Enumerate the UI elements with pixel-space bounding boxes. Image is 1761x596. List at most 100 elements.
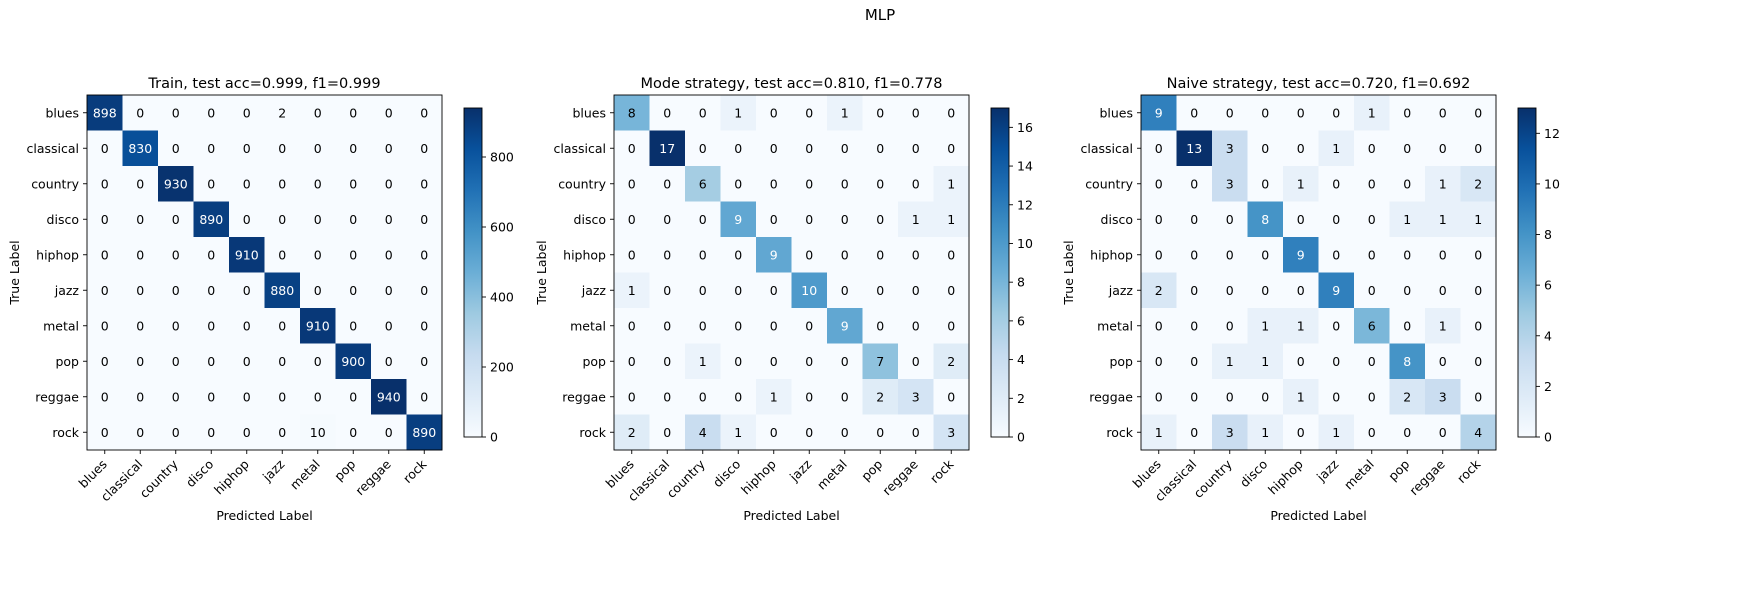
heatmap-cell: [1283, 201, 1319, 238]
heatmap-cell: [1318, 379, 1355, 415]
heatmap-cell: [300, 95, 336, 131]
heatmap-cell: [720, 343, 757, 380]
cell-value-label: 0: [628, 389, 636, 404]
heatmap-cell: [193, 272, 230, 309]
heatmap-cell: [300, 414, 336, 451]
heatmap-cell: [158, 166, 194, 202]
heatmap-cell: [1176, 237, 1213, 273]
cell-value-label: 0: [1261, 283, 1269, 298]
cell-value-label: 0: [734, 354, 742, 369]
heatmap-cell: [1212, 343, 1248, 380]
heatmap-cell: [300, 343, 336, 380]
heatmap-cell: [685, 130, 721, 167]
heatmap-cell: [122, 379, 159, 415]
heatmap-cell: [827, 308, 863, 344]
cell-value-label: 0: [770, 105, 778, 120]
cell-value-label: 0: [136, 212, 144, 227]
cell-value-label: 1: [1439, 176, 1447, 191]
cell-value-label: 0: [136, 283, 144, 298]
cell-value-label: 3: [1226, 176, 1234, 191]
cell-value-label: 0: [1190, 389, 1198, 404]
cell-value-label: 0: [385, 425, 393, 440]
y-tick-label: disco: [574, 212, 606, 227]
x-axis-label: Predicted Label: [1270, 508, 1366, 523]
heatmap-cell: [1318, 343, 1355, 380]
heatmap-cell: [1354, 130, 1390, 167]
heatmap-cell: [1354, 343, 1390, 380]
y-tick-label: rock: [579, 425, 606, 440]
heatmap-cell: [300, 166, 336, 202]
cell-value-label: 1: [1439, 318, 1447, 333]
cell-value-label: 0: [841, 389, 849, 404]
cell-value-label: 0: [101, 425, 109, 440]
cell-value-label: 1: [1368, 105, 1376, 120]
heatmap-cell: [827, 237, 863, 273]
cell-value-label: 0: [1297, 425, 1305, 440]
heatmap-cell: [1460, 130, 1497, 167]
cell-value-label: 910: [235, 247, 259, 262]
heatmap-cell: [649, 308, 686, 344]
heatmap-cell: [1425, 130, 1461, 167]
cell-value-label: 0: [770, 354, 778, 369]
cell-value-label: 0: [876, 141, 884, 156]
heatmap-cell: [720, 308, 757, 344]
cell-value-label: 1: [841, 105, 849, 120]
cell-value-label: 0: [1297, 354, 1305, 369]
heatmap-cell: [1141, 308, 1177, 344]
y-tick-label: pop: [1109, 354, 1133, 369]
cell-value-label: 0: [101, 389, 109, 404]
heatmap-cell: [1389, 343, 1426, 380]
cell-value-label: 0: [734, 176, 742, 191]
cell-value-label: 1: [1332, 425, 1340, 440]
heatmap-cell: [1389, 272, 1426, 309]
cell-value-label: 9: [1297, 247, 1305, 262]
heatmap-cell: [791, 237, 828, 273]
cell-value-label: 0: [349, 176, 357, 191]
heatmap-cell: [1212, 237, 1248, 273]
cell-value-label: 890: [412, 425, 436, 440]
heatmap-cell: [827, 272, 863, 309]
y-tick-label: hiphop: [563, 247, 606, 262]
heatmap-cell: [933, 201, 970, 238]
heatmap-cell: [1425, 166, 1461, 202]
cell-value-label: 0: [1474, 318, 1482, 333]
heatmap-cell: [87, 237, 123, 273]
cell-value-label: 0: [699, 247, 707, 262]
heatmap-cell: [1212, 379, 1248, 415]
cell-value-label: 0: [136, 389, 144, 404]
cell-value-label: 0: [805, 247, 813, 262]
cell-value-label: 0: [207, 354, 215, 369]
heatmap-cell: [193, 130, 230, 167]
heatmap-cell: [827, 130, 863, 167]
heatmap-cell: [300, 379, 336, 415]
cell-value-label: 0: [805, 354, 813, 369]
heatmap-cell: [827, 95, 863, 131]
heatmap-cell: [87, 379, 123, 415]
cell-value-label: 0: [841, 283, 849, 298]
heatmap-cell: [1212, 166, 1248, 202]
cell-value-label: 0: [1155, 389, 1163, 404]
colorbar-tick-label: 6: [1017, 313, 1025, 328]
cell-value-label: 6: [1368, 318, 1376, 333]
cell-value-label: 0: [734, 247, 742, 262]
heatmap-cell: [229, 414, 265, 451]
cell-value-label: 0: [1403, 283, 1411, 298]
heatmap-cell: [756, 308, 792, 344]
heatmap-cell: [371, 95, 407, 131]
cell-value-label: 0: [1474, 283, 1482, 298]
heatmap-cell: [791, 95, 828, 131]
heatmap-cell: [685, 166, 721, 202]
heatmap-cell: [1212, 308, 1248, 344]
heatmap-cell: [685, 237, 721, 273]
heatmap-cell: [1425, 201, 1461, 238]
y-tick-label: jazz: [54, 283, 80, 298]
cell-value-label: 0: [385, 283, 393, 298]
heatmap-cell: [158, 201, 194, 238]
cell-value-label: 0: [770, 176, 778, 191]
cell-value-label: 0: [278, 212, 286, 227]
cell-value-label: 0: [1190, 283, 1198, 298]
heatmap-cell: [264, 166, 301, 202]
cell-value-label: 8: [1261, 212, 1269, 227]
cell-value-label: 0: [805, 212, 813, 227]
cell-value-label: 0: [841, 176, 849, 191]
